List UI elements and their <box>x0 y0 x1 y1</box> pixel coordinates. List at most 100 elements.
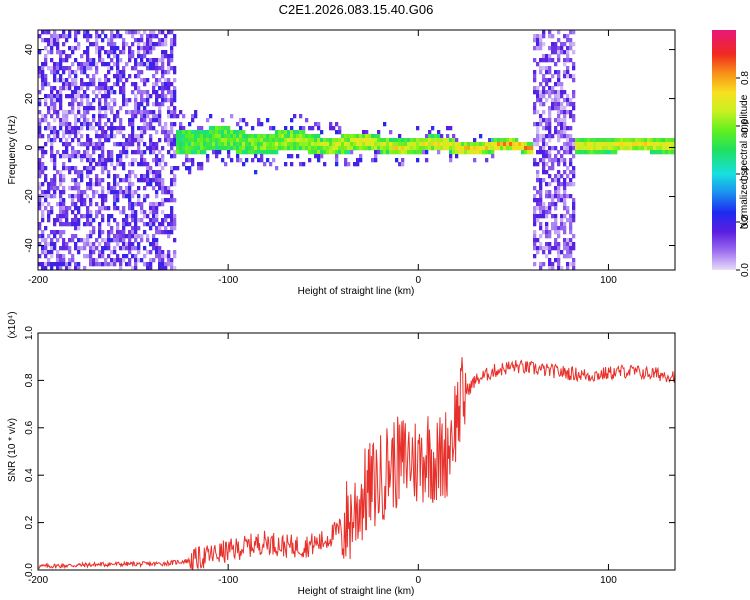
spectrogram-cell <box>527 146 531 151</box>
spectrogram-cell <box>626 142 630 147</box>
spectrogram-cell <box>152 34 156 39</box>
spectrogram-cell <box>557 38 561 43</box>
spectrogram-cell <box>152 66 156 71</box>
spectrogram-cell <box>455 142 459 147</box>
spectrogram-cell <box>551 98 555 103</box>
spectrogram-cell <box>119 150 123 155</box>
spectrogram-cell <box>167 110 171 115</box>
spectrogram-cell <box>98 82 102 87</box>
spectrogram-cell <box>74 206 78 211</box>
spectrogram-cell <box>170 46 174 51</box>
spectrogram-cell <box>149 166 153 171</box>
spectrogram-cell <box>572 258 576 263</box>
spectrogram-cell <box>548 150 552 155</box>
spectrogram-cell <box>602 138 606 143</box>
spectrogram-cell <box>152 146 156 151</box>
spectrogram-cell <box>560 250 564 255</box>
spectrogram-cell <box>131 126 135 131</box>
spectrogram-cell <box>245 150 249 155</box>
spectrogram-cell <box>62 202 66 207</box>
spectrogram-cell <box>170 82 174 87</box>
spectrogram-cell <box>149 222 153 227</box>
spectrogram-cell <box>182 114 186 119</box>
spectrogram-y-axis-label: Frequency (Hz) <box>7 116 18 185</box>
spectrogram-cell <box>74 114 78 119</box>
spectrogram-cell <box>578 142 582 147</box>
spectrogram-cell <box>137 110 141 115</box>
spectrogram-cell <box>62 122 66 127</box>
spectrogram-cell <box>599 146 603 151</box>
spectrogram-cell <box>542 126 546 131</box>
spectrogram-cell <box>107 154 111 159</box>
spectrogram-cell <box>104 246 108 251</box>
spectrogram-cell <box>536 206 540 211</box>
spectrogram-cell <box>182 162 186 167</box>
spectrogram-cell <box>74 34 78 39</box>
spectrogram-cell <box>551 134 555 139</box>
spectrogram-cell <box>560 146 564 151</box>
spectrogram-cell <box>173 198 177 203</box>
spectrogram-cell <box>533 218 537 223</box>
spectrogram-cell <box>536 46 540 51</box>
spectrogram-cell <box>371 158 375 163</box>
spectrogram-cell <box>167 82 171 87</box>
spectrogram-cell <box>563 242 567 247</box>
spectrogram-cell <box>110 126 114 131</box>
spectrogram-cell <box>188 170 192 175</box>
spectrogram-cell <box>152 90 156 95</box>
spectrogram-cell <box>629 142 633 147</box>
spectrogram-cell <box>485 142 489 147</box>
spectrogram-cell <box>152 158 156 163</box>
spectrogram-cell <box>140 54 144 59</box>
spectrogram-cell <box>569 74 573 79</box>
spectrogram-cell <box>311 134 315 139</box>
spectrogram-cell <box>248 146 252 151</box>
spectrogram-cell <box>98 194 102 199</box>
spectrogram-cell <box>563 70 567 75</box>
spectrogram-cell <box>122 150 126 155</box>
spectrogram-cell <box>50 86 54 91</box>
spectrogram-cell <box>68 154 72 159</box>
spectrogram-cell <box>125 214 129 219</box>
spectrogram-cell <box>392 138 396 143</box>
spectrogram-cell <box>65 210 69 215</box>
spectrogram-cell <box>158 186 162 191</box>
spectrogram-cell <box>221 158 225 163</box>
spectrogram-cell <box>53 66 57 71</box>
spectrogram-cell <box>572 218 576 223</box>
spectrogram-cell <box>83 150 87 155</box>
spectrogram-cell <box>431 142 435 147</box>
spectrogram-cell <box>557 30 561 35</box>
spectrogram-cell <box>104 50 108 55</box>
spectrogram-cell <box>50 230 54 235</box>
spectrogram-cell <box>554 238 558 243</box>
colorbar-tick-label: 0.8 <box>740 71 750 85</box>
spectrogram-cell <box>563 222 567 227</box>
spectrogram-cell <box>557 178 561 183</box>
spectrogram-cell <box>152 238 156 243</box>
spectrogram-cell <box>611 142 615 147</box>
spectrogram-cell <box>131 50 135 55</box>
spectrogram-cell <box>164 230 168 235</box>
spectrogram-cell <box>140 58 144 63</box>
spectrogram-cell <box>143 130 147 135</box>
spectrogram-cell <box>140 114 144 119</box>
spectrogram-cell <box>230 158 234 163</box>
spectrogram-cell <box>311 138 315 143</box>
spectrogram-cell <box>143 46 147 51</box>
spectrogram-cell <box>266 134 270 139</box>
spectrogram-cell <box>41 230 45 235</box>
spectrogram-cell <box>137 90 141 95</box>
spectrogram-cell <box>536 134 540 139</box>
spectrogram-cell <box>539 34 543 39</box>
spectrogram-cell <box>71 254 75 259</box>
spectrogram-cell <box>536 198 540 203</box>
spectrogram-cell <box>212 130 216 135</box>
spectrogram-cell <box>116 254 120 259</box>
spectrogram-cell <box>347 142 351 147</box>
spectrogram-cell <box>65 118 69 123</box>
spectrogram-cell <box>581 146 585 151</box>
spectrogram-cell <box>566 54 570 59</box>
